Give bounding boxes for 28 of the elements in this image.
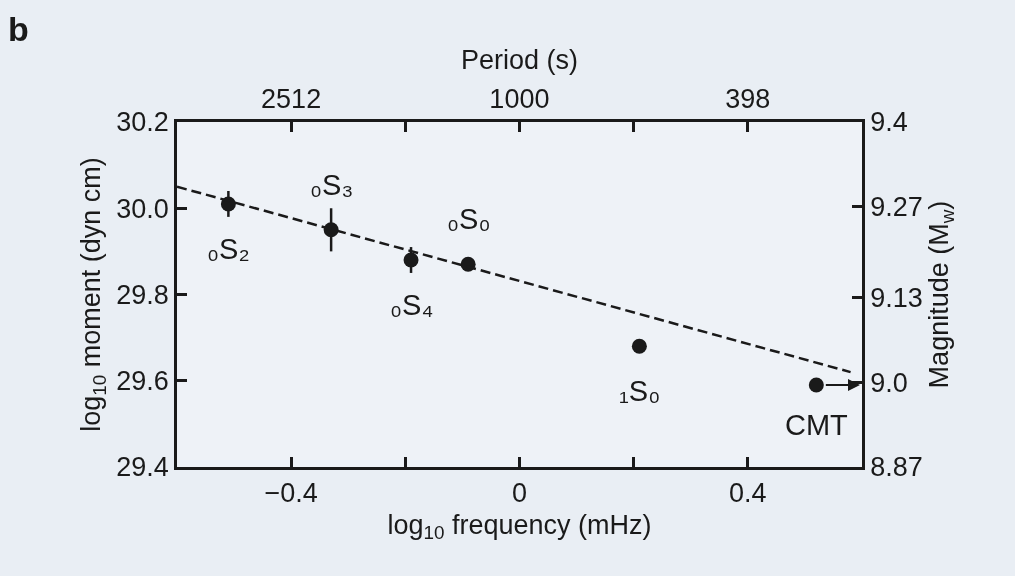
- x-axis-title: log$_{10}$ frequency (mHz): [387, 509, 652, 544]
- annotation: ₀S₃: [310, 169, 354, 201]
- point: [403, 252, 419, 268]
- x2-tick-label: 398: [725, 84, 771, 115]
- y-tick-label: 29.8: [116, 279, 169, 310]
- y2-tick-label: 8.87: [870, 452, 923, 483]
- annotation: CMT: [785, 409, 849, 441]
- x2-axis-title: Period (s): [460, 44, 579, 75]
- chart-title: b: [8, 10, 29, 48]
- annotation: ₀S₀: [447, 203, 491, 235]
- y2-tick-label: 9.0: [870, 367, 908, 398]
- annotation: ₀S₂: [207, 233, 250, 265]
- y-tick-label: 29.4: [116, 452, 169, 483]
- x2-tick-label: 1000: [489, 84, 550, 115]
- y-tick-label: 30.0: [116, 193, 169, 224]
- x-tick-label: −0.4: [264, 478, 318, 509]
- x-tick-label: 0.4: [729, 478, 767, 509]
- x-tick-label: 0: [511, 478, 528, 509]
- y2-tick-label: 9.13: [870, 283, 923, 314]
- point: [631, 338, 647, 354]
- y-tick-label: 29.6: [116, 366, 169, 397]
- point: [808, 377, 824, 393]
- annotation: ₁S₀: [619, 375, 661, 407]
- y2-tick-label: 9.4: [870, 107, 908, 138]
- y-tick-label: 30.2: [116, 107, 169, 138]
- x2-tick-label: 2512: [261, 84, 322, 115]
- y2-tick-label: 9.27: [870, 192, 923, 223]
- annotation: ₀S₄: [390, 289, 434, 321]
